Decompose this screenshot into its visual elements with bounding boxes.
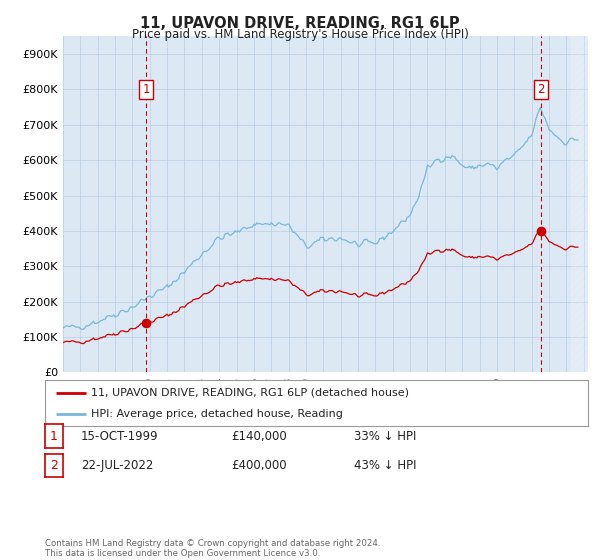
Text: £400,000: £400,000: [231, 459, 287, 472]
Text: Contains HM Land Registry data © Crown copyright and database right 2024.
This d: Contains HM Land Registry data © Crown c…: [45, 539, 380, 558]
Text: 15-OCT-1999: 15-OCT-1999: [81, 430, 158, 443]
Text: 1: 1: [142, 83, 150, 96]
Bar: [571, 36, 596, 372]
Text: £140,000: £140,000: [231, 430, 287, 443]
Text: 33% ↓ HPI: 33% ↓ HPI: [354, 430, 416, 443]
Text: 22-JUL-2022: 22-JUL-2022: [81, 459, 154, 472]
Text: 11, UPAVON DRIVE, READING, RG1 6LP (detached house): 11, UPAVON DRIVE, READING, RG1 6LP (deta…: [91, 388, 409, 398]
Text: 2: 2: [50, 459, 58, 472]
Text: 43% ↓ HPI: 43% ↓ HPI: [354, 459, 416, 472]
Text: Price paid vs. HM Land Registry's House Price Index (HPI): Price paid vs. HM Land Registry's House …: [131, 28, 469, 41]
Text: 11, UPAVON DRIVE, READING, RG1 6LP: 11, UPAVON DRIVE, READING, RG1 6LP: [140, 16, 460, 31]
Text: HPI: Average price, detached house, Reading: HPI: Average price, detached house, Read…: [91, 409, 343, 419]
Text: 1: 1: [50, 430, 58, 443]
Text: 2: 2: [538, 83, 545, 96]
